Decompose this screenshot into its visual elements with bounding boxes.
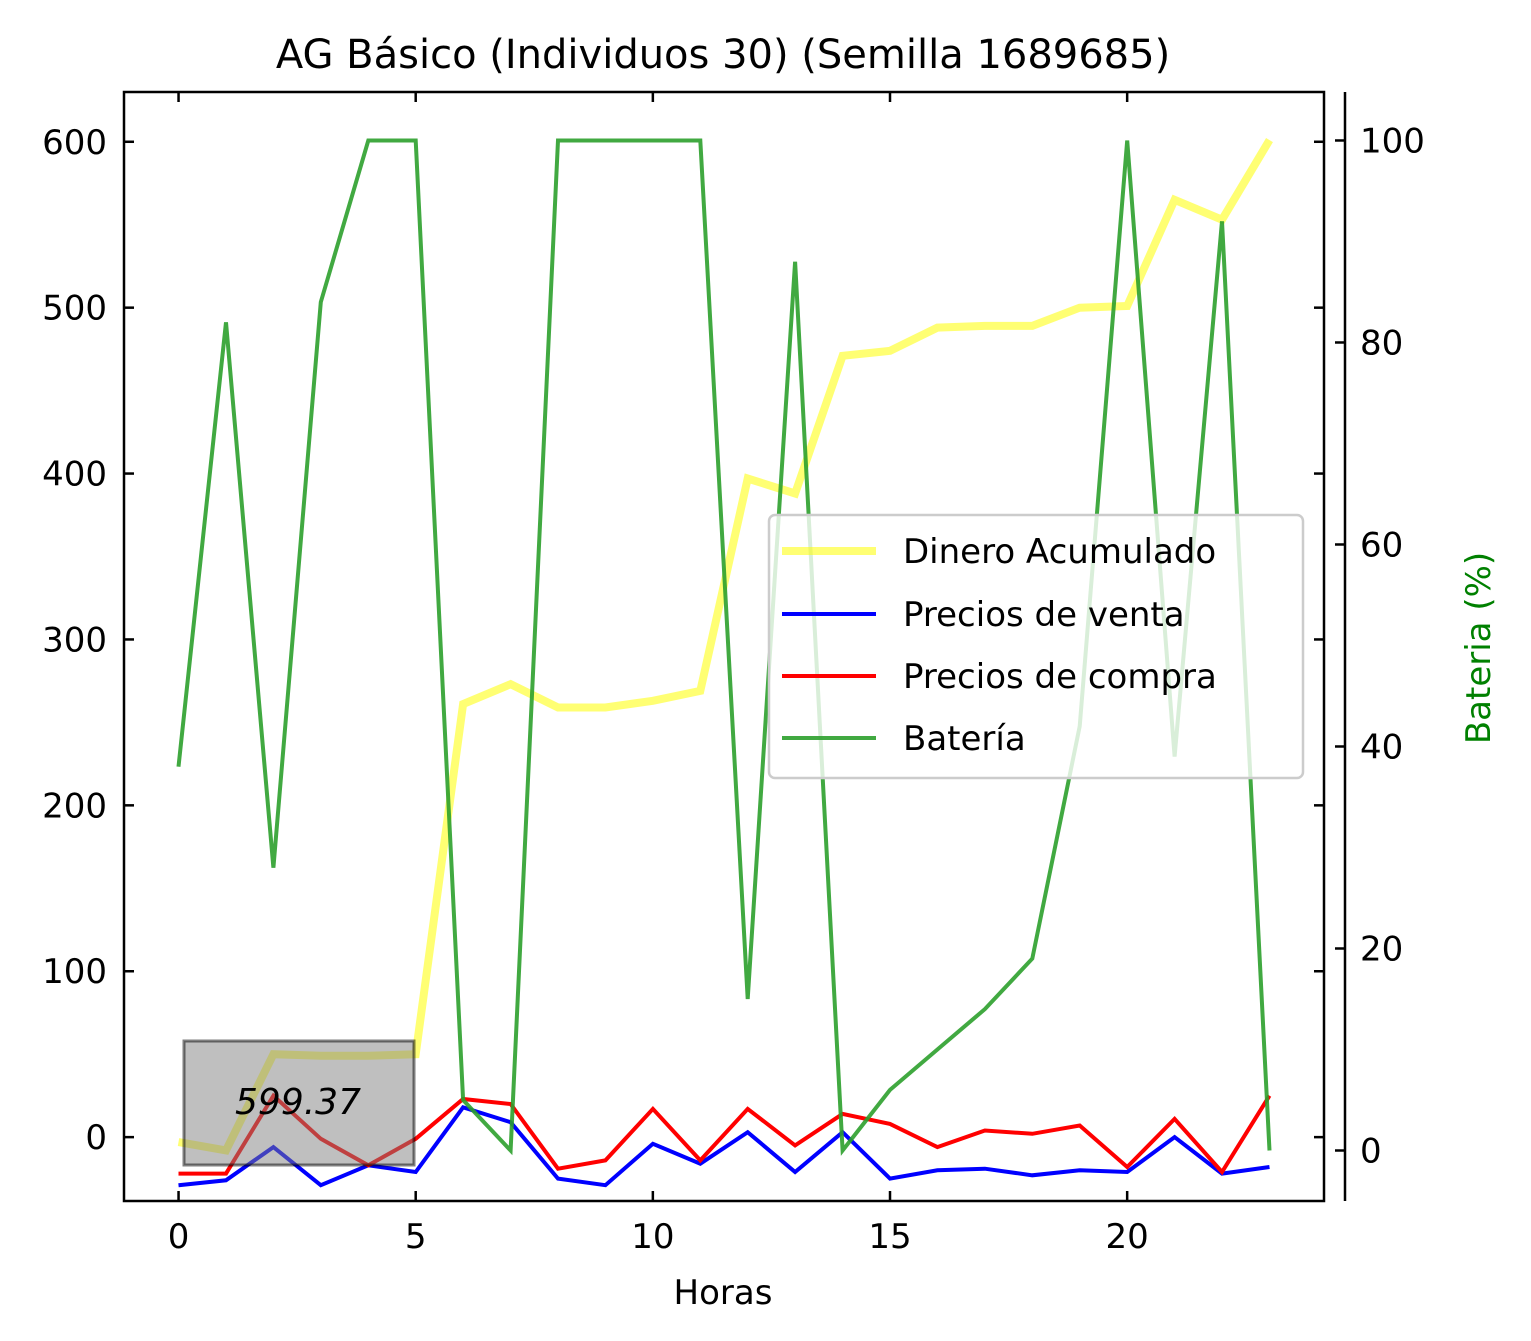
y-tick-label: 200 — [42, 786, 107, 826]
x-tick-label: 15 — [868, 1217, 911, 1257]
x-tick-label: 10 — [631, 1217, 674, 1257]
legend-label-4: Batería — [903, 719, 1026, 759]
annotation-value: 599.37 — [235, 1082, 361, 1123]
y-tick-label: 400 — [42, 455, 107, 495]
y2-tick-label: 80 — [1360, 323, 1403, 363]
y-tick-label: 300 — [42, 620, 107, 660]
y-tick-label: 100 — [42, 952, 107, 992]
y2-tick-label: 40 — [1360, 727, 1403, 767]
y2-axis-label: Bateria (%) — [1459, 552, 1499, 744]
y-tick-label: 0 — [85, 1118, 107, 1158]
y2-tick-label: 20 — [1360, 929, 1403, 969]
legend-label-3: Precios de compra — [903, 657, 1217, 697]
legend-label-1: Dinero Acumulado — [903, 532, 1216, 572]
y-tick-label: 500 — [42, 289, 107, 329]
y2-tick-label: 60 — [1360, 525, 1403, 565]
y-tick-label: 600 — [42, 123, 107, 163]
x-axis-label: Horas — [674, 1273, 773, 1313]
annotation-box — [182, 1039, 416, 1167]
legend-label-2: Precios de venta — [903, 595, 1185, 635]
x-tick-label: 20 — [1106, 1217, 1149, 1257]
x-tick-label: 5 — [405, 1217, 427, 1257]
y2-tick-label: 100 — [1360, 121, 1425, 161]
plot-frame — [122, 90, 1326, 1203]
legend-box — [767, 513, 1305, 780]
chart-title: AG Básico (Individuos 30) (Semilla 16896… — [276, 32, 1170, 78]
legend: Dinero Acumulado Precios de venta Precios … — [767, 513, 1305, 780]
y2-tick-label: 0 — [1360, 1131, 1382, 1171]
series-line-2 — [178, 1104, 1270, 1188]
annotation: 599.37 — [182, 1039, 416, 1167]
x-tick-label: 0 — [168, 1217, 190, 1257]
